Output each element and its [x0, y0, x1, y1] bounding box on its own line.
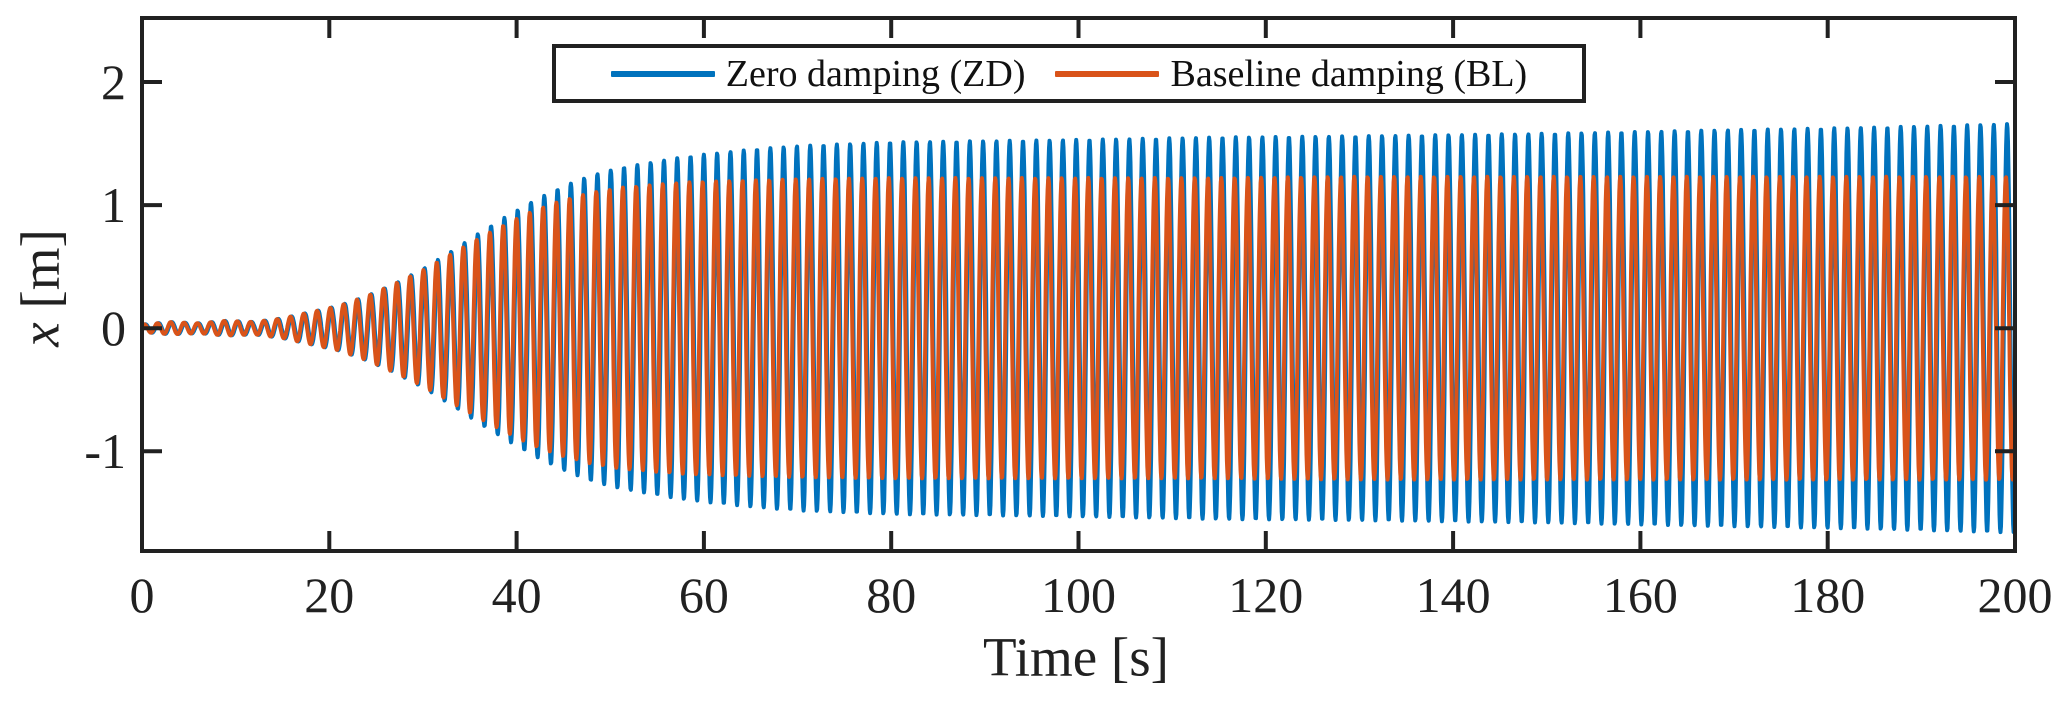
legend-item-baseline-damping: Baseline damping (BL) [1055, 55, 1527, 93]
y-axis-label-variable: x [9, 322, 71, 347]
x-tick-label-200: 200 [1977, 567, 2053, 623]
x-tick-label-60: 60 [678, 567, 729, 623]
y-tick-label--1: -1 [84, 423, 126, 480]
y-axis-label-unit: [m] [9, 229, 71, 323]
y-tick-label-0: 0 [101, 300, 126, 357]
series-line-baseline-damping [142, 174, 2015, 482]
x-tick-label-20: 20 [304, 567, 355, 623]
legend-label-baseline-damping: Baseline damping (BL) [1170, 52, 1528, 95]
x-tick-label-80: 80 [866, 567, 917, 623]
x-tick-label-100: 100 [1041, 567, 1116, 623]
x-tick-label-120: 120 [1228, 567, 1304, 623]
plot-border [140, 16, 2017, 553]
legend-label-zero-damping: Zero damping (ZD) [725, 52, 1026, 95]
zero-damping-line-swatch [610, 70, 715, 77]
x-tick-label-160: 160 [1602, 567, 1678, 623]
x-tick-label-40: 40 [491, 567, 542, 623]
x-tick-label-180: 180 [1790, 567, 1866, 623]
y-axis-label: x [m] [9, 229, 72, 347]
baseline-damping-line-swatch [1055, 70, 1160, 77]
x-tick-label-140: 140 [1415, 567, 1491, 623]
y-tick-label-1: 1 [101, 177, 126, 234]
legend-item-zero-damping: Zero damping (ZD) [610, 52, 1026, 95]
y-tick-label-2: 2 [101, 54, 126, 110]
legend: Zero damping (ZD) Baseline damping (BL) [552, 44, 1586, 103]
x-axis-label: Time [s] [983, 626, 1169, 688]
x-tick-label-0: 0 [129, 567, 155, 623]
